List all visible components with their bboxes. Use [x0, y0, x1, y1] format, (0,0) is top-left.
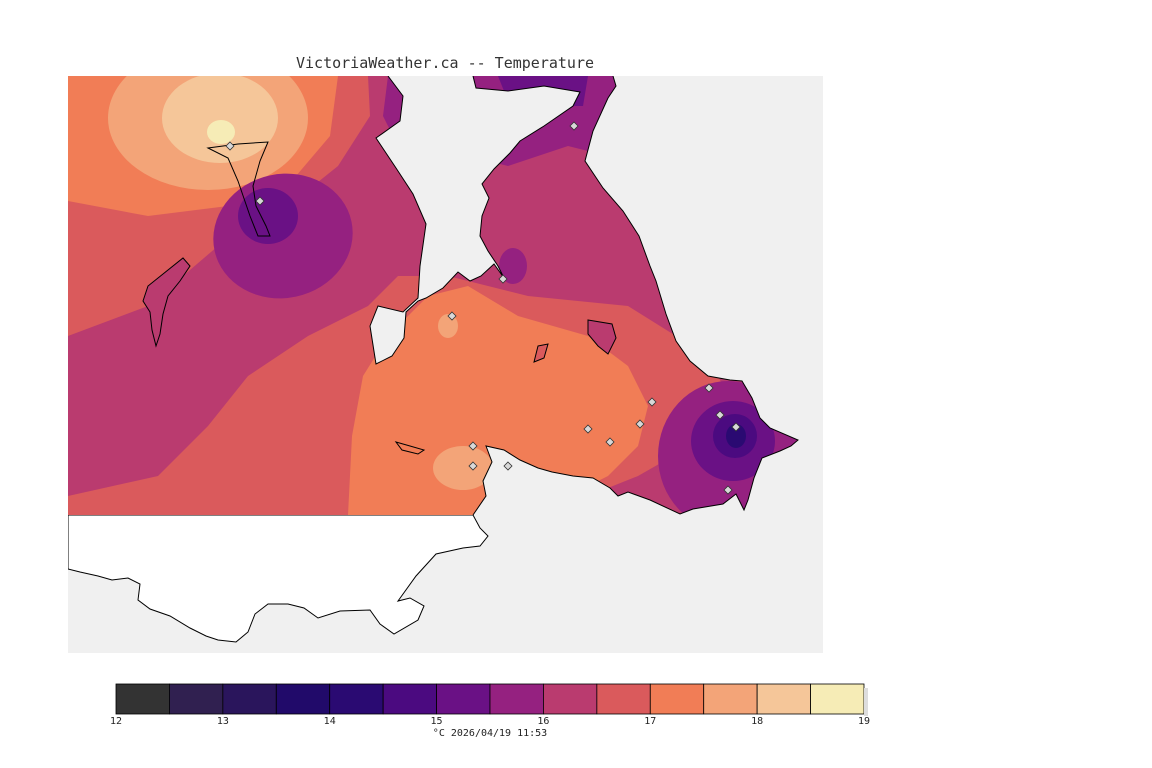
station-marker [647, 397, 657, 407]
station-marker [255, 196, 265, 206]
legend-tick-label: 18 [751, 716, 764, 727]
map-title: VictoriaWeather.ca -- Temperature [295, 54, 594, 72]
legend-bin [275, 683, 331, 715]
station-marker [583, 424, 593, 434]
legend-bin [543, 683, 598, 715]
legend-bin [436, 683, 491, 715]
lake-outline-west [142, 257, 191, 348]
inlet-north [206, 141, 271, 237]
station-markers [225, 121, 741, 495]
legend-bin [115, 683, 170, 715]
lake-outline-east [587, 319, 617, 355]
legend-tick-label: 15 [430, 716, 443, 727]
legend-tick-label: 19 [857, 716, 871, 727]
legend-bin [329, 683, 384, 715]
lake-outline-central [394, 441, 426, 455]
legend-tick-label: 12 [109, 716, 123, 727]
legend-tick-label: 17 [644, 716, 657, 727]
station-marker [503, 461, 513, 471]
legend-bin [222, 683, 277, 715]
station-marker [635, 419, 645, 429]
legend-tick-label: 13 [216, 716, 229, 727]
station-marker [468, 441, 478, 451]
station-marker [723, 485, 733, 495]
legend-unit-and-timestamp: °C 2026/04/19 11:53 [432, 728, 548, 739]
station-marker [468, 461, 478, 471]
legend-bin [169, 683, 224, 715]
temperature-map[interactable] [68, 76, 823, 653]
station-marker [498, 274, 508, 284]
legend-tick-label: 16 [537, 716, 550, 727]
legend-bin [756, 683, 811, 715]
station-marker [569, 121, 579, 131]
station-marker [704, 383, 714, 393]
legend-tick-label: 14 [323, 716, 336, 727]
lake-outline-mid [533, 343, 549, 363]
legend-bin [649, 683, 705, 715]
legend-shadow [864, 688, 868, 716]
legend-bin [489, 683, 544, 715]
station-marker [715, 410, 725, 420]
legend-bin [703, 683, 758, 715]
legend-bin [382, 683, 437, 715]
station-marker [225, 141, 235, 151]
color-legend [115, 683, 868, 716]
legend-bin [596, 683, 651, 715]
temperature-contours [68, 76, 798, 515]
coastline [369, 76, 799, 516]
southern-landmass [68, 514, 489, 643]
station-marker [447, 311, 457, 321]
station-marker [605, 437, 615, 447]
legend-bin [810, 683, 865, 715]
station-marker [731, 422, 741, 432]
